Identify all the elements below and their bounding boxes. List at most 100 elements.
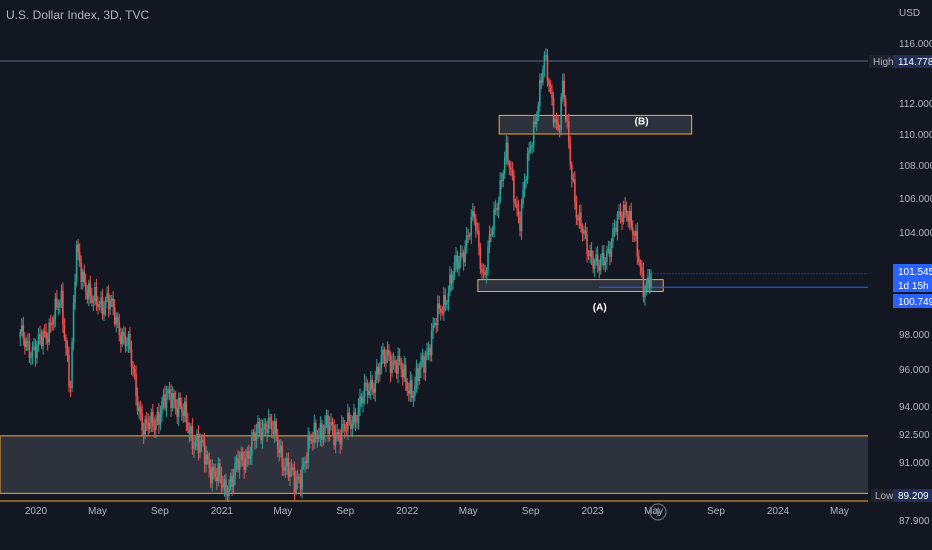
candle bbox=[479, 242, 482, 274]
candle bbox=[126, 337, 128, 352]
candle bbox=[441, 306, 444, 316]
candle bbox=[497, 196, 500, 219]
zone-b[interactable] bbox=[498, 114, 693, 135]
candle bbox=[435, 317, 438, 334]
time-tick: May bbox=[459, 506, 478, 517]
candle bbox=[258, 418, 261, 437]
candle bbox=[211, 459, 214, 492]
time-tick: May bbox=[644, 506, 663, 517]
candle bbox=[63, 318, 66, 341]
candle bbox=[107, 285, 110, 318]
candle bbox=[327, 410, 329, 442]
candle bbox=[152, 403, 154, 433]
candle bbox=[299, 469, 302, 497]
candle bbox=[129, 326, 131, 353]
candle bbox=[214, 463, 217, 482]
candle bbox=[316, 429, 319, 448]
candle bbox=[75, 240, 78, 287]
candle bbox=[28, 333, 31, 364]
candle bbox=[603, 244, 605, 271]
candle bbox=[639, 259, 642, 276]
candle bbox=[39, 325, 41, 345]
candle bbox=[624, 197, 626, 218]
candle bbox=[563, 73, 565, 107]
candle bbox=[54, 293, 57, 328]
candle bbox=[621, 211, 623, 231]
candle bbox=[272, 420, 274, 439]
candle bbox=[212, 463, 215, 480]
candle bbox=[232, 468, 235, 493]
candle bbox=[130, 340, 133, 376]
candle bbox=[252, 429, 255, 441]
candle bbox=[420, 352, 422, 378]
zone-c[interactable] bbox=[0, 435, 891, 494]
candle bbox=[325, 409, 328, 429]
candle bbox=[104, 296, 107, 317]
candle bbox=[398, 348, 401, 366]
candle bbox=[525, 175, 527, 188]
candle bbox=[493, 201, 495, 238]
candle bbox=[167, 386, 169, 400]
candle bbox=[307, 427, 310, 470]
candle bbox=[225, 473, 227, 501]
candle bbox=[199, 433, 201, 459]
candle bbox=[627, 211, 629, 228]
candle bbox=[389, 351, 392, 383]
candle bbox=[446, 299, 448, 311]
candle bbox=[25, 337, 28, 352]
candle bbox=[20, 318, 23, 337]
time-tick: Sep bbox=[336, 506, 354, 517]
candle bbox=[467, 228, 469, 244]
candle bbox=[414, 376, 416, 402]
candle bbox=[261, 419, 264, 449]
candle bbox=[631, 220, 634, 242]
candle bbox=[604, 256, 607, 273]
candle bbox=[468, 232, 471, 240]
candle bbox=[423, 353, 425, 380]
candle bbox=[520, 198, 523, 240]
candle bbox=[206, 450, 209, 465]
candle bbox=[110, 294, 113, 308]
candle bbox=[290, 459, 293, 477]
candle bbox=[535, 111, 538, 132]
candle bbox=[162, 388, 165, 410]
candle bbox=[182, 403, 185, 423]
candle bbox=[485, 267, 488, 284]
candle bbox=[273, 413, 276, 444]
candle bbox=[549, 79, 552, 95]
price-tick: 116.000 bbox=[899, 39, 932, 50]
lightning-icon[interactable] bbox=[649, 503, 667, 521]
candle bbox=[229, 472, 232, 491]
candle bbox=[343, 419, 346, 439]
candle bbox=[610, 237, 613, 263]
candle bbox=[641, 259, 643, 278]
candle bbox=[158, 403, 160, 435]
candle bbox=[630, 202, 633, 231]
candle bbox=[77, 239, 79, 261]
time-axis[interactable]: 2020 May Sep 2021 May Sep 2022 May Sep 2023 May Sep… bbox=[0, 502, 868, 550]
candle bbox=[636, 222, 639, 265]
candle bbox=[295, 471, 297, 496]
candle bbox=[461, 245, 463, 258]
last-price-value: 101.545 bbox=[898, 267, 932, 278]
candle bbox=[97, 296, 99, 315]
candle bbox=[473, 205, 476, 226]
candle bbox=[171, 386, 174, 412]
candle bbox=[607, 240, 610, 255]
candle bbox=[424, 350, 427, 382]
candle bbox=[391, 353, 393, 378]
candle bbox=[231, 468, 233, 496]
candle bbox=[193, 437, 195, 459]
candle bbox=[257, 415, 259, 439]
candle bbox=[558, 124, 561, 138]
candle bbox=[287, 452, 290, 481]
high-value: 114.778 bbox=[898, 57, 932, 68]
candle bbox=[95, 278, 98, 311]
candle bbox=[150, 408, 153, 433]
time-tick: Sep bbox=[151, 506, 169, 517]
candle bbox=[116, 312, 119, 329]
zone-a[interactable] bbox=[477, 279, 664, 293]
candle bbox=[340, 415, 343, 450]
candle bbox=[264, 418, 267, 435]
